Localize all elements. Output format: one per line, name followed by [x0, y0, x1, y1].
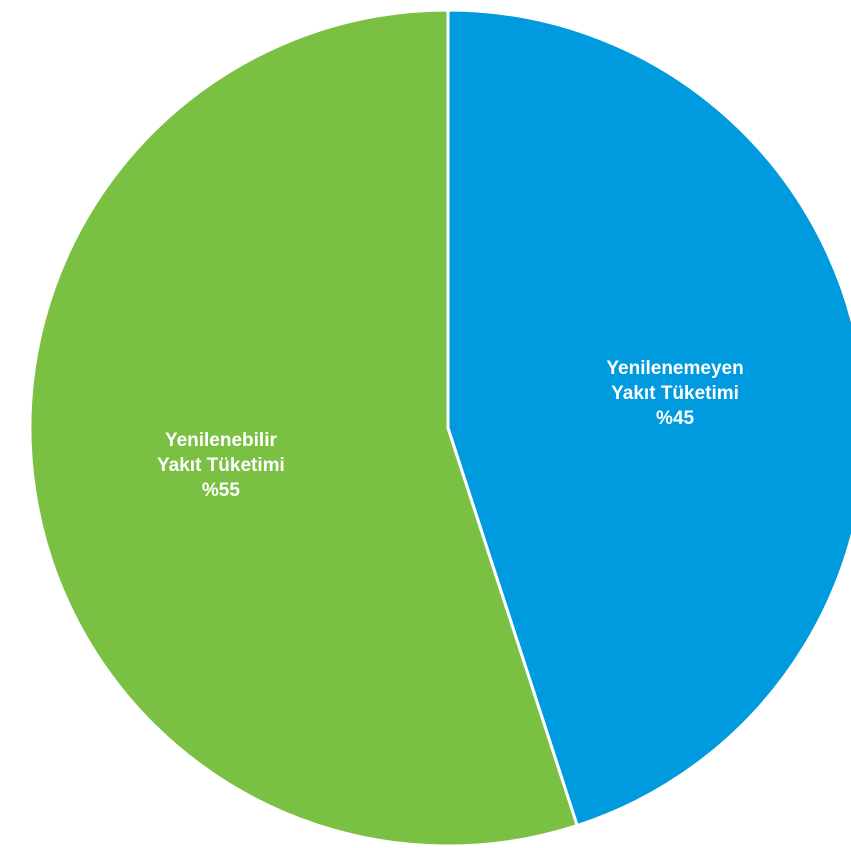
pie-labels: Yenilenemeyen Yakıt Tüketimi %45 Yenilenebi…	[157, 358, 744, 501]
slice-value-label: %45	[656, 408, 694, 429]
slice-name-line: Yakıt Tüketimi	[157, 455, 285, 476]
slice-name-line: Yenilenebilir	[165, 430, 278, 451]
pie-slice-1	[28, 8, 579, 848]
slice-name-line: Yakıt Tüketimi	[611, 383, 739, 404]
pie-slices	[28, 8, 851, 848]
slice-name-line: Yenilenemeyen	[606, 358, 743, 379]
pie-slice-0	[446, 8, 851, 828]
pie-slice-label-0: Yenilenemeyen Yakıt Tüketimi %45	[606, 358, 743, 429]
pie-slice-label-1: Yenilenebilir Yakıt Tüketimi %55	[157, 430, 285, 501]
slice-value-label: %55	[202, 480, 240, 501]
